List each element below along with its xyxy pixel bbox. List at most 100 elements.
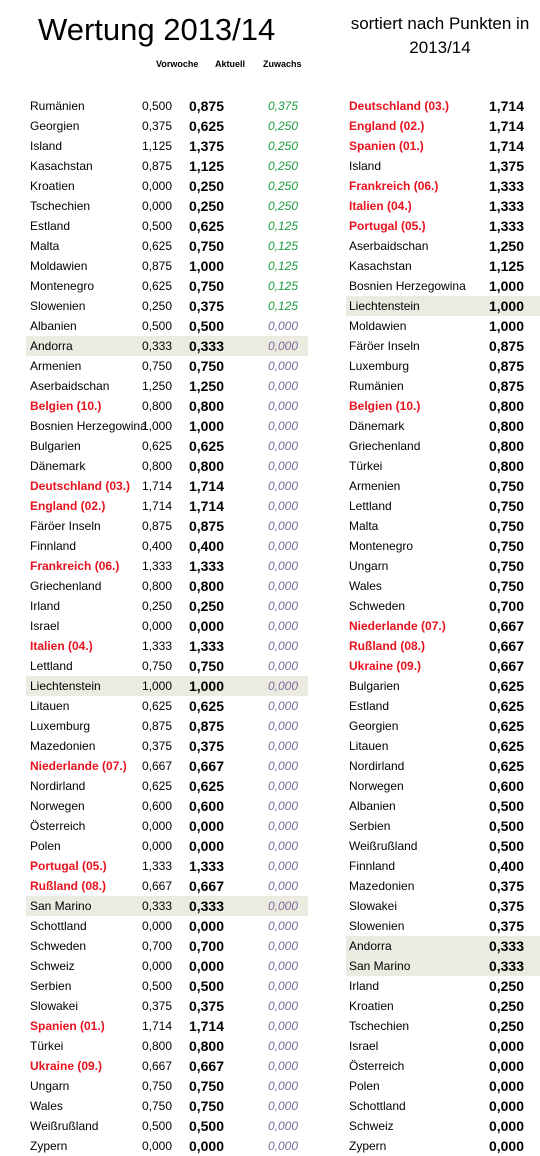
points-value: 0,500 [488,818,524,834]
country-name: Schottland [349,1099,406,1113]
previous-week-value: 0,500 [141,1119,172,1133]
column-header-vorwoche: Vorwoche [156,59,199,69]
previous-week-value: 0,750 [141,659,172,673]
country-name: Serbien [349,819,391,833]
table-row: Färöer Inseln 0,875 0,875 0,000 [26,516,308,536]
previous-week-value: 0,000 [141,619,172,633]
points-value: 0,800 [488,398,524,414]
country-name: Niederlande (07.) [349,619,446,633]
current-value: 0,750 [188,358,224,374]
gain-value: 0,000 [267,439,298,453]
country-name: Mazedonien [349,879,415,893]
table-row: Finnland 0,400 [346,856,540,876]
previous-week-value: 0,250 [141,599,172,613]
country-name: Albanien [30,319,77,333]
country-name: Lettland [30,659,73,673]
table-row: Spanien (01.) 1,714 [346,136,540,156]
country-name: Rumänien [30,99,85,113]
gain-value: 0,125 [267,259,298,273]
previous-week-value: 0,500 [141,219,172,233]
table-row: Montenegro 0,750 [346,536,540,556]
table-row: Bosnien Herzegowina 1,000 1,000 0,000 [26,416,308,436]
current-value: 0,750 [188,1078,224,1094]
country-name: England (02.) [349,119,425,133]
gain-value: 0,000 [267,1059,298,1073]
table-row: Irland 0,250 [346,976,540,996]
previous-week-value: 0,000 [141,179,172,193]
gain-value: 0,000 [267,799,298,813]
gain-value: 0,000 [267,879,298,893]
country-name: Österreich [30,819,86,833]
current-value: 0,875 [188,98,224,114]
current-value: 0,000 [188,618,224,634]
country-name: Kroatien [30,179,75,193]
table-row: England (02.) 1,714 1,714 0,000 [26,496,308,516]
current-value: 0,750 [188,658,224,674]
country-name: Kasachstan [349,259,412,273]
table-row: Luxemburg 0,875 [346,356,540,376]
country-name: Färöer Inseln [349,339,420,353]
country-name: Schottland [30,919,87,933]
current-value: 0,625 [188,118,224,134]
gain-value: 0,000 [267,379,298,393]
country-name: San Marino [349,959,411,973]
table-row: England (02.) 1,714 [346,116,540,136]
country-name: Estland [30,219,71,233]
points-value: 0,375 [488,898,524,914]
previous-week-value: 0,625 [141,779,172,793]
previous-week-value: 0,875 [141,719,172,733]
gain-value: 0,000 [267,1119,298,1133]
alphabetical-ranking-table: Rumänien 0,500 0,875 0,375 Georgien 0,375 0,62… [26,96,308,1156]
country-name: Albanien [349,799,396,813]
current-value: 0,250 [188,178,224,194]
previous-week-value: 0,625 [141,279,172,293]
country-name: Niederlande (07.) [30,759,127,773]
points-value: 0,333 [488,938,524,954]
table-row: Niederlande (07.) 0,667 [346,616,540,636]
previous-week-value: 0,333 [141,339,172,353]
gain-value: 0,000 [267,419,298,433]
country-name: Schweden [30,939,87,953]
country-name: Island [349,159,382,173]
gain-value: 0,000 [267,479,298,493]
country-name: Finnland [30,539,77,553]
current-value: 1,714 [188,1018,224,1034]
table-row: Andorra 0,333 0,333 0,000 [26,336,308,356]
gain-value: 0,125 [267,219,298,233]
points-value: 0,625 [488,718,524,734]
previous-week-value: 0,000 [141,1139,172,1153]
table-row: Malta 0,750 [346,516,540,536]
country-name: Moldawien [30,259,88,273]
gain-value: 0,000 [267,399,298,413]
country-name: Mazedonien [30,739,96,753]
country-name: Israel [30,619,60,633]
current-value: 0,250 [188,598,224,614]
country-name: Frankreich (06.) [30,559,120,573]
gain-value: 0,000 [267,699,298,713]
gain-value: 0,000 [267,459,298,473]
country-name: Liechtenstein [349,299,420,313]
previous-week-value: 0,750 [141,359,172,373]
country-name: Rußland (08.) [349,639,426,653]
table-row: Italien (04.) 1,333 1,333 0,000 [26,636,308,656]
current-value: 0,625 [188,778,224,794]
current-value: 0,875 [188,718,224,734]
table-row: Armenien 0,750 0,750 0,000 [26,356,308,376]
points-value: 0,750 [488,538,524,554]
country-name: Slowenien [30,299,86,313]
current-value: 1,000 [188,418,224,434]
gain-value: 0,125 [267,299,298,313]
points-value: 0,625 [488,698,524,714]
points-value: 1,333 [488,178,524,194]
table-row: Zypern 0,000 [346,1136,540,1156]
country-name: Litauen [349,739,389,753]
previous-week-value: 0,375 [141,999,172,1013]
gain-value: 0,000 [267,819,298,833]
country-name: Nordirland [30,779,86,793]
country-name: Dänemark [30,459,86,473]
country-name: Zypern [349,1139,387,1153]
gain-value: 0,000 [267,759,298,773]
gain-value: 0,000 [267,579,298,593]
gain-value: 0,000 [267,779,298,793]
country-name: Armenien [30,359,82,373]
